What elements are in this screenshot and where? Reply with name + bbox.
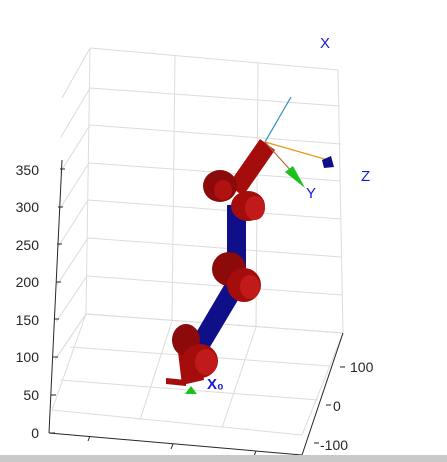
z-axis-ticks [50,168,345,455]
frame-y-arrow [285,166,305,188]
z-tick-250: 250 [16,237,40,253]
horizontal-scrollbar[interactable] [0,455,447,462]
forearm-link [228,139,275,196]
z-tick-300: 300 [16,199,40,215]
base-frame: X₀ [166,376,224,394]
base-y-arrow [185,386,197,394]
base-frame-label: X₀ [207,376,224,393]
end-effector-frame: X Y Z [264,35,370,202]
elbow-joint-face [240,275,260,299]
robot-arm [172,139,275,385]
z-tick-150: 150 [16,312,40,328]
z-tick-0: 0 [31,425,39,441]
frame-z-label: Z [361,168,370,185]
y-tick-100: 100 [350,359,374,375]
wrist-joint-b-face [245,196,265,220]
upper-blue-link [227,204,246,268]
z-axis [48,159,344,455]
z-tick-50: 50 [23,387,39,403]
frame-z-line [264,141,329,161]
shoulder-joint-face [195,349,217,375]
z-tick-100: 100 [16,349,40,365]
frame-x-line [264,96,292,143]
y-tick-0: 0 [333,398,341,414]
lower-blue-link [190,282,244,352]
frame-x-label: X [320,35,330,52]
frame-y-line [264,141,294,174]
frame-y-label: Y [306,185,316,202]
y-tick-labels: 100 0 -100 [320,359,374,453]
y-tick-minus-100: -100 [320,437,348,453]
frame-z-arrow [322,156,334,168]
left-wall-grid [54,47,91,361]
z-tick-labels: 0 50 100 150 200 250 300 350 [16,162,40,441]
z-tick-200: 200 [16,274,40,290]
wrist-joint-a-face [214,180,232,200]
base-x-arrow [166,378,186,386]
z-tick-350: 350 [16,162,40,178]
back-wall-grid [85,47,344,334]
